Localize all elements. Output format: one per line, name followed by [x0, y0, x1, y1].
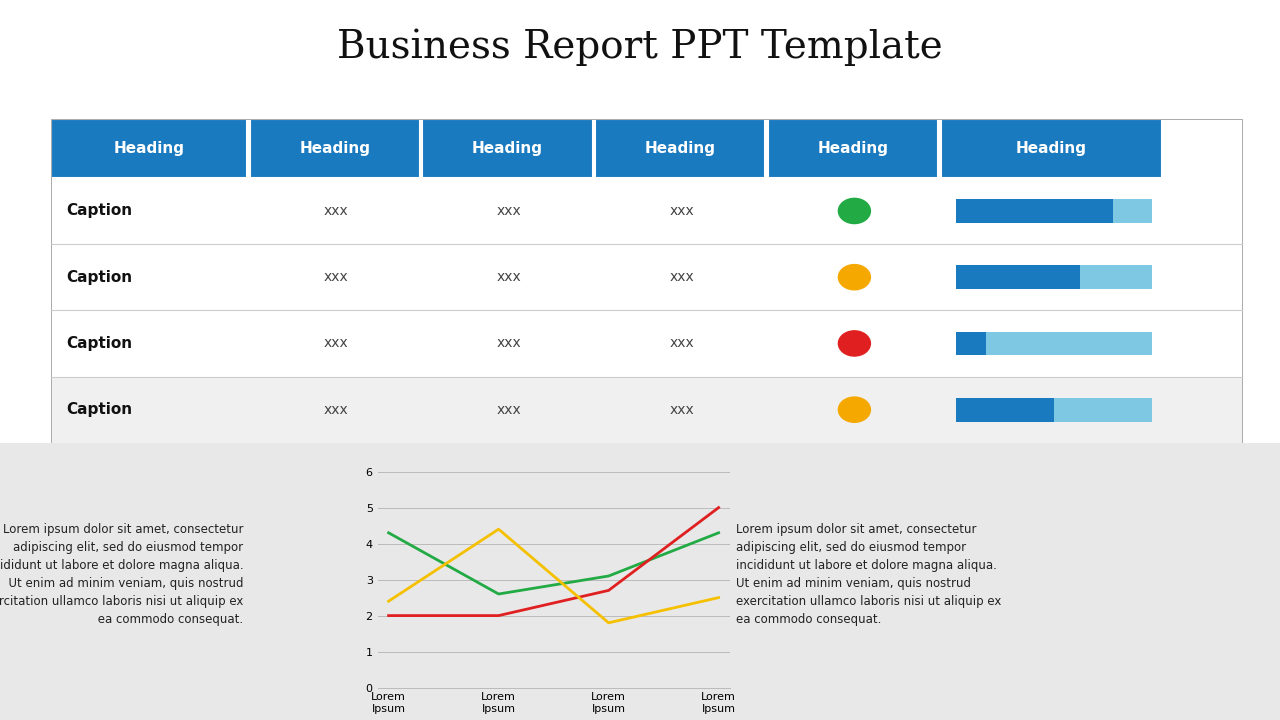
FancyBboxPatch shape [768, 119, 938, 178]
FancyBboxPatch shape [956, 199, 1152, 223]
Text: Lorem ipsum dolor sit amet, consectetur
adipiscing elit, sed do eiusmod tempor
i: Lorem ipsum dolor sit amet, consectetur … [736, 523, 1001, 626]
Text: xxx: xxx [497, 204, 521, 218]
Text: xxx: xxx [669, 204, 694, 218]
FancyBboxPatch shape [51, 178, 1242, 244]
Text: Caption: Caption [67, 204, 133, 218]
FancyBboxPatch shape [51, 377, 1242, 443]
Text: xxx: xxx [497, 336, 521, 351]
FancyBboxPatch shape [250, 119, 420, 178]
Text: xxx: xxx [324, 336, 348, 351]
FancyBboxPatch shape [956, 397, 1152, 422]
Text: Business Report PPT Template: Business Report PPT Template [337, 28, 943, 66]
Text: Caption: Caption [67, 402, 133, 417]
Text: Heading: Heading [818, 141, 888, 156]
Ellipse shape [838, 198, 870, 223]
Text: Heading: Heading [1016, 141, 1087, 156]
Text: Heading: Heading [472, 141, 543, 156]
FancyBboxPatch shape [51, 244, 1242, 310]
Text: Lorem ipsum dolor sit amet, consectetur
    adipiscing elit, sed do eiusmod temp: Lorem ipsum dolor sit amet, consectetur … [0, 523, 243, 626]
Text: xxx: xxx [324, 204, 348, 218]
FancyBboxPatch shape [956, 331, 986, 356]
Text: xxx: xxx [324, 402, 348, 417]
Text: xxx: xxx [669, 270, 694, 284]
Text: xxx: xxx [497, 270, 521, 284]
Ellipse shape [838, 397, 870, 422]
Ellipse shape [838, 264, 870, 289]
Text: Caption: Caption [67, 270, 133, 284]
FancyBboxPatch shape [941, 119, 1162, 178]
Ellipse shape [838, 330, 870, 356]
FancyBboxPatch shape [422, 119, 593, 178]
FancyBboxPatch shape [956, 199, 1112, 223]
FancyBboxPatch shape [51, 119, 247, 178]
Text: Heading: Heading [114, 141, 184, 156]
Text: xxx: xxx [669, 336, 694, 351]
Text: xxx: xxx [669, 402, 694, 417]
FancyBboxPatch shape [956, 331, 1152, 356]
FancyBboxPatch shape [956, 265, 1152, 289]
Text: xxx: xxx [324, 270, 348, 284]
FancyBboxPatch shape [0, 443, 1280, 720]
Text: Heading: Heading [300, 141, 370, 156]
Text: xxx: xxx [497, 402, 521, 417]
FancyBboxPatch shape [595, 119, 765, 178]
FancyBboxPatch shape [956, 397, 1055, 422]
FancyBboxPatch shape [956, 265, 1079, 289]
FancyBboxPatch shape [51, 310, 1242, 377]
Text: Heading: Heading [645, 141, 716, 156]
Text: Caption: Caption [67, 336, 133, 351]
